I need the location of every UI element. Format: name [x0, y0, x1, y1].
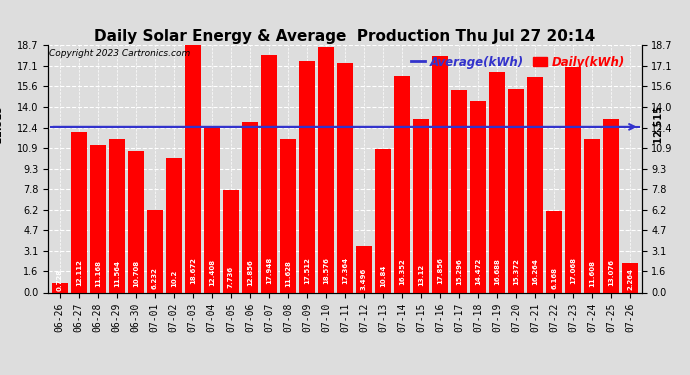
Text: 15.372: 15.372 [513, 258, 519, 285]
Bar [261, 55, 277, 292]
Bar [147, 210, 163, 292]
Bar [223, 190, 239, 292]
Bar [52, 283, 68, 292]
Text: 13.076: 13.076 [609, 259, 614, 286]
Text: 16.352: 16.352 [399, 258, 405, 285]
Bar [109, 140, 125, 292]
Text: 11.628: 11.628 [285, 260, 291, 286]
Text: 16.264: 16.264 [532, 258, 538, 285]
Bar [584, 139, 600, 292]
Bar [242, 122, 257, 292]
Text: 17.068: 17.068 [570, 257, 576, 284]
Bar [565, 67, 581, 292]
Text: 2.264: 2.264 [627, 268, 633, 290]
Bar [527, 77, 543, 292]
Text: 6.232: 6.232 [152, 267, 158, 289]
Text: 17.364: 17.364 [342, 257, 348, 284]
Text: 12.856: 12.856 [247, 260, 253, 286]
Text: 12.112: 12.112 [76, 260, 81, 286]
Bar [204, 128, 219, 292]
Bar [604, 119, 619, 292]
Legend: Average(kWh), Daily(kWh): Average(kWh), Daily(kWh) [406, 51, 630, 74]
Text: 10.2: 10.2 [171, 270, 177, 287]
Text: 11.564: 11.564 [114, 260, 120, 286]
Bar [394, 76, 410, 292]
Bar [375, 149, 391, 292]
Text: 0.728: 0.728 [57, 269, 63, 291]
Text: 13.12: 13.12 [418, 264, 424, 286]
Text: 16.688: 16.688 [494, 258, 500, 285]
Text: 7.736: 7.736 [228, 266, 234, 288]
Text: 6.168: 6.168 [551, 267, 558, 289]
Bar [337, 63, 353, 292]
Text: 11.608: 11.608 [589, 260, 595, 286]
Bar [622, 262, 638, 292]
Bar [433, 56, 448, 292]
Bar [185, 45, 201, 292]
Text: 17.948: 17.948 [266, 257, 272, 284]
Text: Copyright 2023 Cartronics.com: Copyright 2023 Cartronics.com [50, 49, 190, 58]
Bar [356, 246, 372, 292]
Text: 18.576: 18.576 [323, 257, 329, 284]
Bar [471, 101, 486, 292]
Text: 10.84: 10.84 [380, 264, 386, 287]
Text: 12.408: 12.408 [209, 259, 215, 286]
Bar [299, 61, 315, 292]
Bar [489, 72, 505, 292]
Bar [451, 90, 467, 292]
Text: 17.512: 17.512 [304, 257, 310, 284]
Text: 3.496: 3.496 [361, 267, 367, 290]
Text: 18.672: 18.672 [190, 257, 196, 284]
Bar [280, 139, 296, 292]
Bar [71, 132, 86, 292]
Bar [128, 151, 144, 292]
Text: 10.708: 10.708 [132, 260, 139, 287]
Text: 17.856: 17.856 [437, 257, 443, 284]
Text: 12.515: 12.515 [0, 106, 3, 147]
Text: 12.515: 12.515 [653, 106, 664, 147]
Text: 14.472: 14.472 [475, 258, 481, 285]
Bar [546, 211, 562, 292]
Title: Daily Solar Energy & Average  Production Thu Jul 27 20:14: Daily Solar Energy & Average Production … [95, 29, 595, 44]
Text: 11.168: 11.168 [95, 260, 101, 287]
Bar [509, 89, 524, 292]
Text: 15.296: 15.296 [456, 258, 462, 285]
Bar [413, 119, 429, 292]
Bar [166, 158, 181, 292]
Bar [90, 145, 106, 292]
Bar [318, 46, 334, 292]
